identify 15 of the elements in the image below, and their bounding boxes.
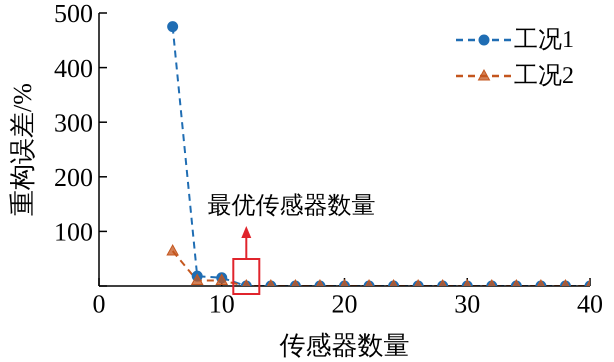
x-axis-title: 传感器数量 [280,331,410,360]
y-tick-label: 100 [54,218,93,247]
x-tick-label: 20 [332,289,358,318]
x-tick-label: 0 [92,289,106,318]
y-tick-label: 300 [54,108,93,138]
x-tick-label: 30 [454,289,480,318]
legend-label: 工况2 [514,62,574,91]
x-tick-label: 40 [577,289,603,318]
legend-label: 工况1 [514,26,574,55]
y-tick-label: 200 [54,163,93,192]
y-axis-title: 重构误差/% [8,83,38,216]
y-tick-label: 500 [54,0,93,28]
y-tick-label: 400 [54,54,93,83]
annotation: 最优传感器数量 [207,193,376,219]
x-tick-label: 10 [208,289,235,318]
